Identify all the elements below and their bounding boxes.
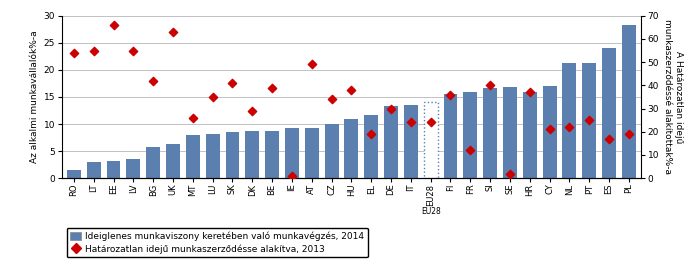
Point (564, 125, 575, 129)
Bar (186, 135, 200, 178)
Bar (483, 88, 497, 178)
Point (624, 132, 635, 136)
Bar (424, 102, 438, 178)
Point (227, 81, 238, 85)
Text: EU28: EU28 (421, 208, 440, 216)
Bar (404, 105, 418, 178)
Bar (444, 94, 457, 178)
Point (147, 79, 158, 83)
Bar (265, 131, 279, 178)
Bar (166, 144, 180, 178)
Point (405, 120, 416, 124)
Point (465, 148, 476, 152)
Bar (206, 134, 220, 178)
Bar (107, 161, 121, 178)
Y-axis label: A Határozatlan idejű
munkaszerződéssé alakítottak%-a: A Határozatlan idejű munkaszerződéssé al… (664, 19, 683, 174)
Bar (245, 131, 259, 178)
Point (445, 92, 456, 97)
Point (366, 132, 377, 136)
Point (544, 127, 555, 132)
Point (604, 137, 615, 141)
Bar (344, 119, 358, 178)
Point (287, 174, 298, 178)
Point (306, 62, 317, 67)
Point (167, 30, 178, 34)
Bar (562, 63, 577, 178)
Legend: Ideiglenes munkaviszony keretében való munkavégzés, 2014, Határozatlan idejű mun: Ideiglenes munkaviszony keretében való m… (67, 228, 368, 258)
Bar (87, 162, 101, 178)
Bar (543, 86, 557, 178)
Point (267, 86, 278, 90)
Bar (126, 159, 141, 178)
Point (386, 106, 397, 111)
Point (128, 48, 139, 53)
Bar (285, 128, 299, 178)
Point (108, 23, 119, 27)
Bar (503, 87, 517, 178)
Bar (67, 170, 81, 178)
Bar (464, 92, 477, 178)
Bar (602, 48, 616, 178)
Point (484, 83, 495, 88)
Point (326, 97, 337, 101)
Point (524, 90, 535, 94)
Bar (622, 25, 636, 178)
Point (346, 88, 357, 92)
Bar (146, 147, 160, 178)
Y-axis label: Az alkalmi munkavállalók%-a: Az alkalmi munkavállalók%-a (30, 31, 39, 163)
Point (425, 120, 436, 124)
Bar (384, 106, 398, 178)
Point (187, 116, 198, 120)
Point (207, 95, 218, 99)
Point (247, 109, 258, 113)
Point (88, 48, 99, 53)
Point (68, 51, 79, 55)
Bar (523, 92, 537, 178)
Bar (325, 124, 338, 178)
Point (504, 171, 515, 176)
Point (584, 118, 595, 122)
Bar (225, 132, 239, 178)
Bar (582, 63, 596, 178)
Bar (305, 128, 319, 178)
Bar (364, 115, 378, 178)
